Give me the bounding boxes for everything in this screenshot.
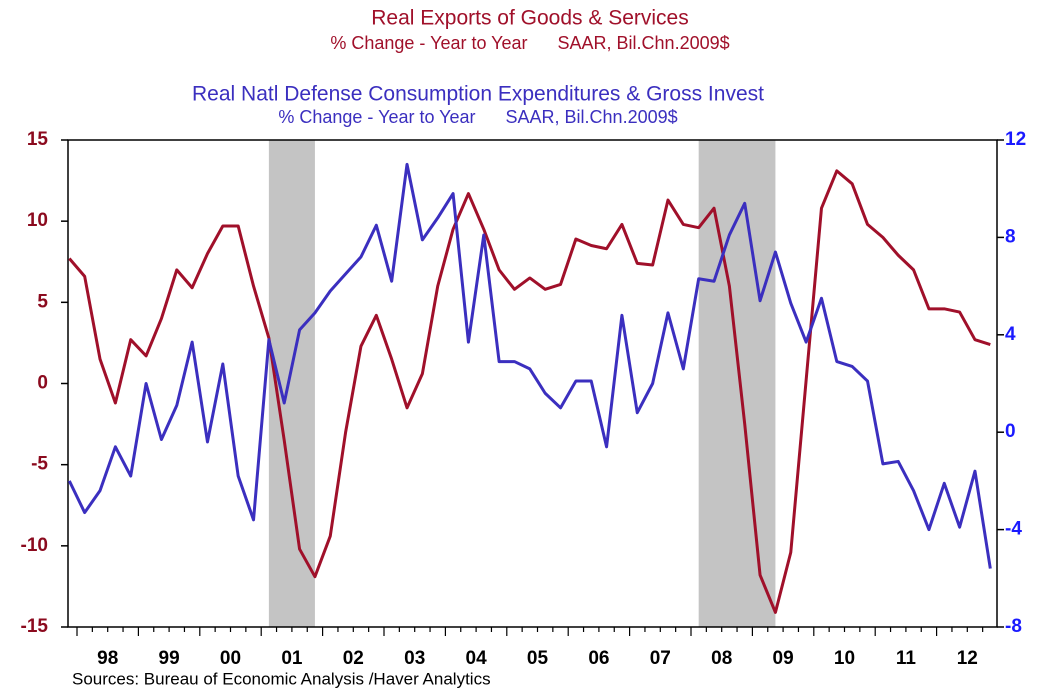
x-tick-label: 09: [773, 648, 794, 669]
plot-frame: [67, 139, 998, 628]
x-tick-label: 08: [711, 648, 732, 669]
x-tick-label: 06: [588, 648, 609, 669]
x-tick-label: 00: [220, 648, 241, 669]
source: Sources: Bureau of Economic Analysis /Ha…: [72, 669, 491, 688]
x-tick-label: 05: [527, 648, 549, 669]
y-tick-label: -5: [31, 454, 48, 475]
x-tick-label: 01: [281, 648, 303, 669]
y-tick-label: -15: [21, 616, 49, 637]
y-tick-label: 10: [27, 210, 48, 231]
x-tick-label: 11: [896, 648, 917, 669]
y-tick-label: 0: [37, 373, 48, 394]
x-tick-label: 12: [957, 648, 978, 669]
x-tick-label: 10: [834, 648, 855, 669]
x-tick-label: 98: [97, 648, 118, 669]
series-title: Real Exports of Goods & Services: [371, 7, 688, 30]
x-tick-label: 03: [404, 648, 425, 669]
y-tick-label: 15: [27, 129, 49, 150]
x-tick-label: 07: [650, 648, 671, 669]
series-line: [68, 169, 991, 614]
x-tick-label: 02: [343, 648, 364, 669]
x-tick-label: 04: [466, 648, 488, 669]
x-tick-label: 99: [159, 648, 180, 669]
y2-tick-label: 0: [1005, 421, 1016, 442]
y2-tick-label: 4: [1005, 324, 1016, 345]
y-tick-label: -10: [21, 535, 48, 556]
y2-tick-label: -4: [1005, 519, 1022, 540]
series-subtitle: % Change - Year to Year SAAR, Bil.Chn.20…: [330, 33, 729, 53]
y2-tick-label: 12: [1005, 129, 1026, 150]
series-title: Real Natl Defense Consumption Expenditur…: [192, 83, 764, 106]
y2-tick-label: 8: [1005, 226, 1016, 247]
series-subtitle: % Change - Year to Year SAAR, Bil.Chn.20…: [278, 107, 677, 127]
series-line: [67, 162, 992, 569]
y-tick-label: 5: [37, 291, 48, 312]
y2-tick-label: -8: [1005, 616, 1022, 637]
